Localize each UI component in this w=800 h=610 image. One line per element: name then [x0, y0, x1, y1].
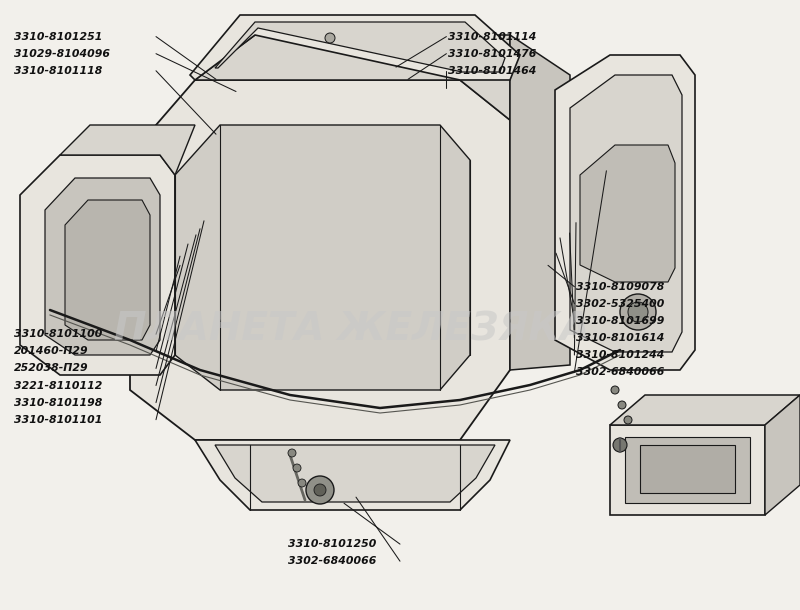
Polygon shape	[195, 440, 510, 510]
Text: 3310-8101198: 3310-8101198	[14, 398, 102, 407]
Polygon shape	[45, 178, 160, 355]
Polygon shape	[195, 35, 510, 120]
Polygon shape	[175, 125, 470, 390]
Polygon shape	[215, 22, 505, 72]
Polygon shape	[20, 155, 175, 375]
Circle shape	[306, 476, 334, 504]
Circle shape	[314, 484, 326, 496]
Text: 3310-8101476: 3310-8101476	[448, 49, 536, 59]
Text: 3310-8101100: 3310-8101100	[14, 329, 102, 339]
Text: 3310-8101101: 3310-8101101	[14, 415, 102, 425]
Circle shape	[611, 386, 619, 394]
Polygon shape	[580, 145, 675, 282]
Circle shape	[325, 33, 335, 43]
Polygon shape	[215, 445, 495, 502]
Text: 3302-5325400: 3302-5325400	[576, 299, 664, 309]
Circle shape	[288, 449, 296, 457]
Circle shape	[628, 302, 648, 322]
Polygon shape	[60, 125, 195, 175]
Text: 3302-6840066: 3302-6840066	[288, 556, 376, 566]
Polygon shape	[625, 437, 750, 503]
Text: 3302-6840066: 3302-6840066	[576, 367, 664, 377]
Text: 3310-8101244: 3310-8101244	[576, 350, 664, 360]
Polygon shape	[510, 35, 570, 370]
Polygon shape	[570, 75, 682, 352]
Polygon shape	[765, 395, 800, 515]
Text: 3310-8101118: 3310-8101118	[14, 66, 102, 76]
Circle shape	[298, 479, 306, 487]
Circle shape	[620, 294, 656, 330]
Text: 252038-П29: 252038-П29	[14, 364, 89, 373]
Circle shape	[613, 438, 627, 452]
Polygon shape	[130, 80, 510, 440]
Polygon shape	[190, 15, 520, 80]
Polygon shape	[555, 55, 695, 370]
Text: 3221-8110112: 3221-8110112	[14, 381, 102, 390]
Text: 3310-8101614: 3310-8101614	[576, 333, 664, 343]
Circle shape	[624, 416, 632, 424]
Text: 201460-П29: 201460-П29	[14, 346, 89, 356]
Text: 3310-8101114: 3310-8101114	[448, 32, 536, 41]
FancyBboxPatch shape	[640, 445, 735, 493]
Text: 3310-8109078: 3310-8109078	[576, 282, 664, 292]
Text: 3310-8101699: 3310-8101699	[576, 316, 664, 326]
Circle shape	[618, 401, 626, 409]
Text: ПЛАНЕТА ЖЕЛЕЗЯКА: ПЛАНЕТА ЖЕЛЕЗЯКА	[114, 310, 590, 348]
Circle shape	[293, 464, 301, 472]
Text: 3310-8101250: 3310-8101250	[288, 539, 376, 549]
Text: 3310-8101251: 3310-8101251	[14, 32, 102, 41]
Text: 3310-8101464: 3310-8101464	[448, 66, 536, 76]
Text: 31029-8104096: 31029-8104096	[14, 49, 110, 59]
Polygon shape	[65, 200, 150, 340]
Polygon shape	[610, 395, 800, 425]
Polygon shape	[610, 425, 765, 515]
